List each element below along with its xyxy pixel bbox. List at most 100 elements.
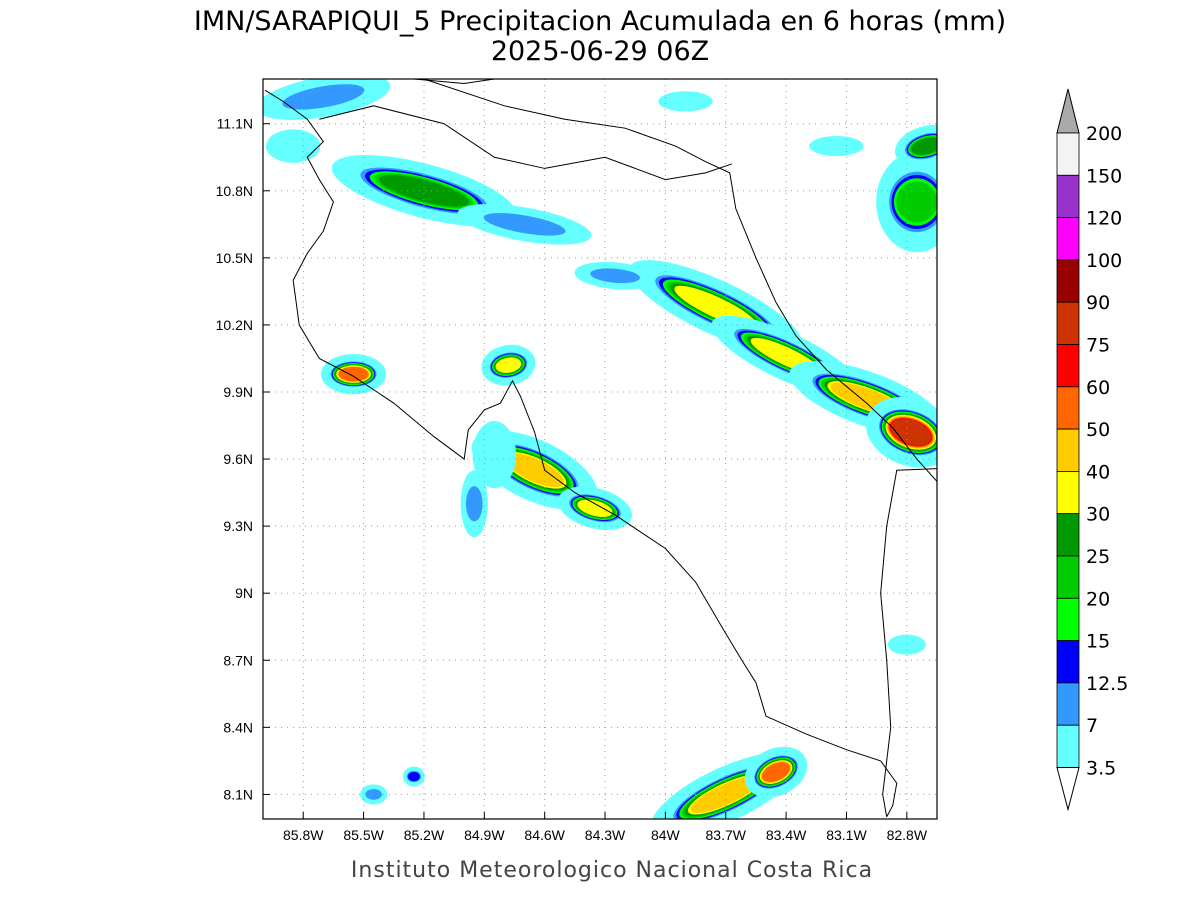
colorbar-swatch — [1056, 132, 1080, 176]
nicaragua-border — [319, 105, 732, 181]
colorbar-label: 120 — [1086, 208, 1122, 230]
colorbar-swatch — [1056, 174, 1080, 219]
colorbar-swatch — [1056, 470, 1080, 515]
colorbar-swatch — [1056, 682, 1080, 726]
x-tick-label: 83.7W — [706, 827, 747, 843]
colorbar-over-triangle — [1056, 88, 1080, 134]
colorbar-label: 3.5 — [1086, 758, 1116, 780]
x-tick-label: 84.9W — [464, 827, 505, 843]
precip-cell — [360, 784, 388, 805]
colorbar-label: 12.5 — [1086, 673, 1128, 695]
x-tick-label: 84.3W — [585, 827, 626, 843]
panama-border — [880, 468, 937, 817]
precip-contour — [505, 453, 564, 488]
map-frame — [262, 78, 938, 820]
y-tick-label: 9.9N — [223, 384, 253, 400]
chart-subtitle-date: 2025-06-29 06Z — [491, 36, 709, 67]
credit-footer: Instituto Meteorologico Nacional Costa R… — [351, 858, 873, 883]
map-gridlines — [263, 79, 937, 819]
colorbar-under-triangle — [1056, 767, 1080, 812]
x-tick-label: 85.5W — [343, 827, 384, 843]
precip-contour — [379, 175, 469, 207]
colorbar-label: 7 — [1086, 715, 1098, 737]
map-plot-area — [263, 79, 937, 819]
y-tick-label: 9N — [235, 585, 253, 601]
colorbar-swatch — [1056, 259, 1080, 303]
chart-title: IMN/SARAPIQUI_5 Precipitacion Acumulada … — [194, 6, 1006, 37]
colorbar-label: 75 — [1086, 335, 1110, 357]
precip-cell — [895, 124, 937, 168]
precip-contour — [495, 357, 522, 373]
precip-cell — [266, 129, 321, 163]
colorbar-label: 150 — [1086, 165, 1122, 187]
colorbar-label: 25 — [1086, 546, 1110, 568]
x-tick-label: 85.8W — [283, 827, 324, 843]
x-tick-label: 84.6W — [524, 827, 565, 843]
pacific-coastline — [264, 89, 898, 818]
precip-contour — [896, 181, 937, 223]
colorbar-swatch — [1056, 597, 1080, 641]
precip-cell — [460, 470, 488, 538]
lake-shore — [413, 79, 495, 84]
coastline-layer — [264, 79, 937, 818]
colorbar-swatch — [1056, 513, 1080, 557]
x-tick-label: 83.1W — [826, 827, 867, 843]
precip-contour — [658, 91, 713, 112]
precip-cell — [481, 344, 536, 386]
y-tick-label: 8.4N — [223, 719, 253, 735]
precip-contour — [407, 771, 420, 782]
x-tick-label: 84W — [651, 827, 681, 843]
precip-contour — [365, 789, 382, 800]
precip-cell — [887, 634, 926, 655]
precip-cell — [557, 486, 633, 531]
longitude-axis: 85.8W 85.5W 85.2W 84.9W 84.6W 84.3W 84W 83.7W 83… — [283, 812, 928, 843]
precip-cell — [809, 136, 864, 157]
y-tick-label: 10.2N — [216, 317, 253, 333]
y-tick-label: 10.5N — [216, 250, 253, 266]
precip-contour — [338, 366, 369, 382]
precip-cell — [574, 261, 656, 290]
precip-contour — [809, 136, 864, 157]
colorbar-swatch — [1056, 640, 1080, 684]
colorbar-label: 40 — [1086, 461, 1110, 483]
precip-contour — [761, 762, 791, 783]
precip-cell — [865, 396, 937, 468]
y-tick-label: 11.1N — [217, 116, 253, 132]
precip-cell — [658, 91, 713, 112]
colorbar-legend: 200 150 120 100 90 75 60 50 40 30 25 20 15 12.5 7 3.5 — [1056, 88, 1128, 812]
x-tick-label: 85.2W — [404, 827, 445, 843]
precip-cell — [744, 746, 808, 798]
colorbar-swatch — [1056, 217, 1080, 261]
colorbar-label: 200 — [1086, 123, 1122, 145]
colorbar-swatch — [1056, 301, 1080, 345]
colorbar-swatch — [1056, 386, 1080, 430]
latitude-axis: 11.1N 10.8N 10.5N 10.2N 9.9N 9.6N 9.3N 9N 8.7N 8.… — [216, 116, 270, 802]
colorbar-swatch — [1056, 428, 1080, 472]
y-tick-label: 9.6N — [223, 451, 253, 467]
precip-cell — [876, 151, 937, 253]
colorbar-swatch — [1056, 724, 1080, 768]
colorbar-label: 100 — [1086, 250, 1122, 272]
y-tick-label: 8.7N — [223, 652, 253, 668]
colorbar-label: 20 — [1086, 588, 1110, 610]
x-tick-label: 82.8W — [887, 827, 928, 843]
precip-cell — [472, 421, 517, 489]
colorbar-label: 50 — [1086, 419, 1110, 441]
precip-contour — [266, 129, 321, 163]
precip-contour — [577, 499, 613, 517]
colorbar-label: 90 — [1086, 292, 1110, 314]
precip-cell — [403, 766, 425, 787]
caribbean-coastline — [423, 79, 937, 482]
precip-contour — [472, 421, 517, 489]
y-tick-label: 10.8N — [216, 183, 253, 199]
precip-cell — [320, 353, 387, 395]
colorbar-swatch — [1056, 555, 1080, 599]
precip-contour — [590, 268, 640, 284]
colorbar-label: 30 — [1086, 504, 1110, 526]
colorbar-label: 60 — [1086, 377, 1110, 399]
y-tick-label: 8.1N — [223, 786, 253, 802]
precip-contour — [887, 634, 926, 655]
y-tick-label: 9.3N — [223, 518, 253, 534]
x-tick-label: 83.4W — [766, 827, 807, 843]
